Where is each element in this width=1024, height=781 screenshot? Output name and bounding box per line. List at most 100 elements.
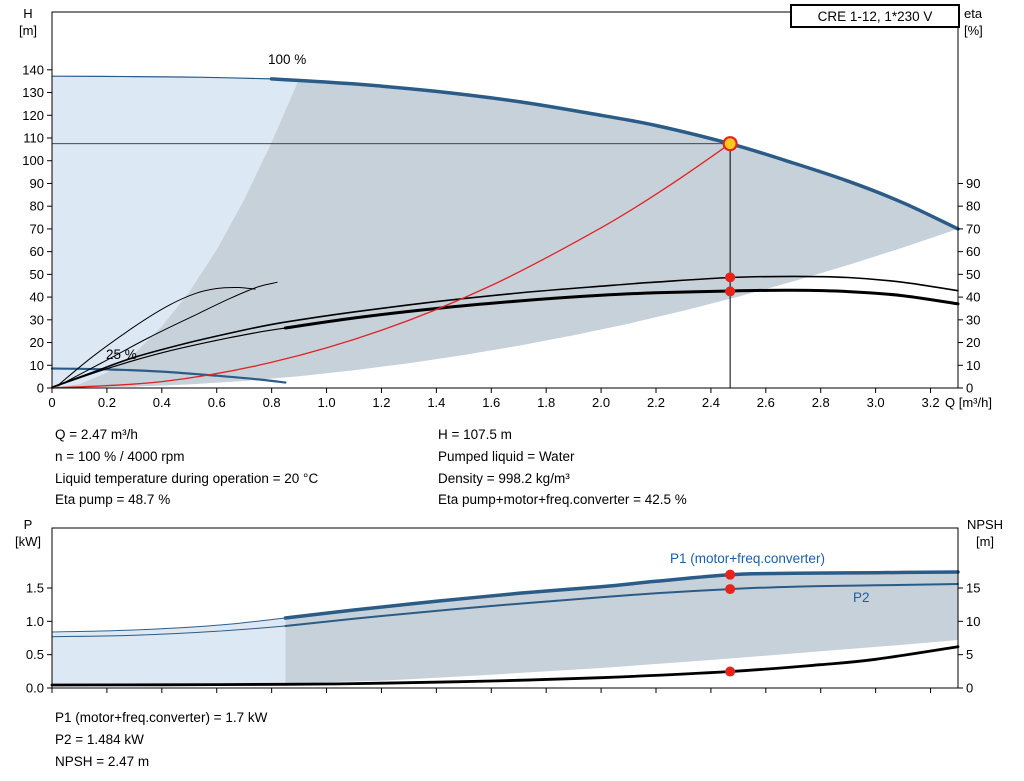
x-tick-label: 1.8: [537, 395, 555, 410]
p2-curve-thin: [51, 625, 286, 638]
y-right-tick-label: 50: [966, 267, 980, 282]
x-tick-label: 2.6: [757, 395, 775, 410]
x-tick-label: 0.4: [153, 395, 171, 410]
y-left-tick-label: 1.0: [26, 614, 44, 629]
y-left-tick-label: 40: [30, 290, 44, 305]
x-tick-label: 0.2: [98, 395, 116, 410]
power-chart-frame: [51, 527, 959, 689]
y-right-tick-label: 40: [966, 290, 980, 305]
y-right-tick-label: 70: [966, 221, 980, 236]
p-axis-unit: [kW]: [15, 534, 41, 549]
x-tick-label: 1.6: [482, 395, 500, 410]
pump-model-title-box: CRE 1-12, 1*230 V: [790, 4, 960, 28]
head-chart-frame: [51, 11, 959, 389]
speed-25-label: 25 %: [106, 347, 137, 362]
y-left-tick-label: 0.5: [26, 647, 44, 662]
speed-100-label: 100 %: [268, 52, 307, 67]
y-left-tick-label: 90: [30, 176, 44, 191]
info-npsh: NPSH = 2.47 m: [55, 753, 150, 769]
eta-overall-curve: [283, 288, 960, 330]
y-right-tick-label: 10: [966, 614, 980, 629]
x-tick-label: 0: [48, 395, 55, 410]
pump-curve-100pct-thin: [51, 75, 273, 80]
speed-envelope-left: [52, 76, 300, 388]
npsh-axis-letter: NPSH: [966, 517, 1004, 532]
info-p1: P1 (motor+freq.converter) = 1.7 kW: [55, 710, 268, 725]
p1-curve-thin: [51, 617, 286, 633]
info-q: Q = 2.47 m³/h: [55, 427, 138, 442]
y-right-tick-label: 5: [966, 647, 973, 662]
y-left-tick-label: 50: [30, 267, 44, 282]
y-left-tick-label: 0: [37, 381, 44, 396]
power-envelope-left: [52, 618, 286, 686]
info-speed: n = 100 % / 4000 rpm: [55, 448, 185, 464]
head-axis-title: H [m]: [8, 5, 48, 39]
y-right-tick-label: 0: [966, 681, 973, 696]
y-right-tick-label: 80: [966, 199, 980, 214]
y-right-tick-label: 30: [966, 312, 980, 327]
p2-curve: [284, 583, 959, 627]
y-left-tick-label: 1.5: [26, 581, 44, 596]
y-right-tick-label: 60: [966, 244, 980, 259]
p1-curve-label: P1 (motor+freq.converter): [670, 551, 825, 566]
duty-point[interactable]: [722, 136, 738, 152]
x-tick-label: 0.8: [263, 395, 281, 410]
x-tick-label: 0.6: [208, 395, 226, 410]
eta-overall-curve-thin: [51, 327, 286, 389]
npsh-axis-unit: [m]: [975, 534, 995, 549]
pump-model-title: CRE 1-12, 1*230 V: [817, 8, 933, 24]
x-tick-label: 2.0: [592, 395, 610, 410]
h-axis-unit: [m]: [18, 23, 38, 38]
p2-curve-label: P2: [853, 590, 870, 605]
info-density: Density = 998.2 kg/m³: [438, 470, 570, 486]
x-tick-label: 1.0: [318, 395, 336, 410]
y-left-tick-label: 130: [22, 85, 44, 100]
x-tick-label: 3.0: [867, 395, 885, 410]
y-left-tick-label: 20: [30, 335, 44, 350]
x-axis-unit-label: Q [m³/h]: [945, 395, 992, 410]
y-right-tick-label: 10: [966, 358, 980, 373]
eta-axis-letter: eta: [964, 6, 983, 21]
h-axis-letter: H: [23, 6, 33, 21]
info-head: H = 107.5 m: [438, 427, 512, 442]
eta-pump-curve: [51, 275, 959, 389]
y-left-tick-label: 110: [23, 131, 44, 146]
info-pumped-liquid: Pumped liquid = Water: [438, 448, 575, 464]
x-tick-label: 1.4: [427, 395, 445, 410]
npsh-dot: [725, 666, 736, 677]
x-tick-label: 2.4: [702, 395, 720, 410]
x-tick-label: 1.2: [372, 395, 390, 410]
y-left-tick-label: 120: [22, 108, 44, 123]
y-right-tick-label: 0: [966, 381, 973, 396]
y-left-tick-label: 10: [30, 358, 44, 373]
eta-speed-arc-1: [57, 286, 256, 387]
result-block-left: Q = 2.47 m³/h n = 100 % / 4000 rpm Liqui…: [55, 424, 318, 511]
y-right-tick-label: 20: [966, 335, 980, 350]
power-axis-title: P [kW]: [8, 516, 48, 550]
y-left-tick-label: 140: [22, 62, 44, 77]
operating-envelope: [52, 78, 958, 389]
info-p2: P2 = 1.484 kW: [55, 731, 144, 747]
pump-curve-100pct: [269, 77, 960, 231]
eta-overall-dot: [725, 286, 736, 297]
y-left-tick-label: 100: [22, 153, 44, 168]
x-tick-label: 2.8: [812, 395, 830, 410]
control-curve: [51, 143, 731, 389]
eta-pump-dot: [725, 272, 736, 283]
y-right-tick-label: 90: [966, 176, 980, 191]
info-eta-total: Eta pump+motor+freq.converter = 42.5 %: [438, 492, 687, 508]
x-tick-label: 3.2: [922, 395, 940, 410]
p1-dot: [725, 569, 736, 580]
y-left-tick-label: 30: [30, 312, 44, 327]
info-liquid-temp: Liquid temperature during operation = 20…: [55, 470, 319, 486]
y-right-tick-label: 15: [966, 581, 980, 596]
npsh-axis-title: NPSH [m]: [952, 516, 1018, 550]
p2-dot: [725, 584, 736, 595]
eta-speed-arc-2: [57, 281, 278, 387]
npsh-curve: [50, 645, 960, 687]
y-left-tick-label: 0.0: [26, 681, 44, 696]
y-left-tick-label: 60: [30, 244, 44, 259]
power-envelope: [285, 572, 958, 684]
